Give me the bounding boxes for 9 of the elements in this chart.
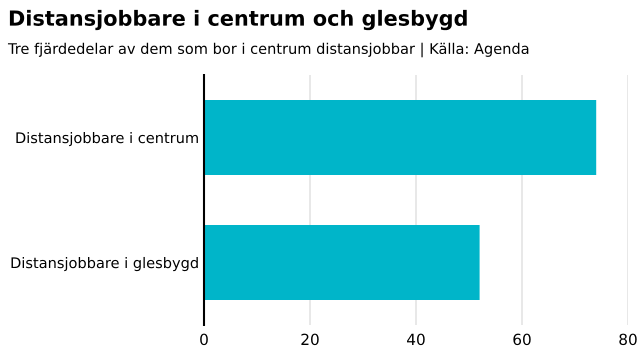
y-tick-label: Distansjobbare i centrum (16, 132, 198, 146)
chart-title: Distansjobbare i centrum och glesbygd (10, 10, 467, 30)
x-tick-label: 60 (513, 334, 531, 346)
x-tick-label: 80 (619, 334, 637, 346)
x-tick-label: 40 (407, 334, 425, 346)
y-tick-label: Distansjobbare i glesbygd (12, 256, 198, 272)
x-tick-label: 20 (301, 334, 319, 346)
x-tick-label: 0 (200, 334, 208, 346)
chart-subtitle: Tre fjärdedelar av dem som bor i centrum distansjobbar | Källa: Agenda (8, 42, 528, 58)
